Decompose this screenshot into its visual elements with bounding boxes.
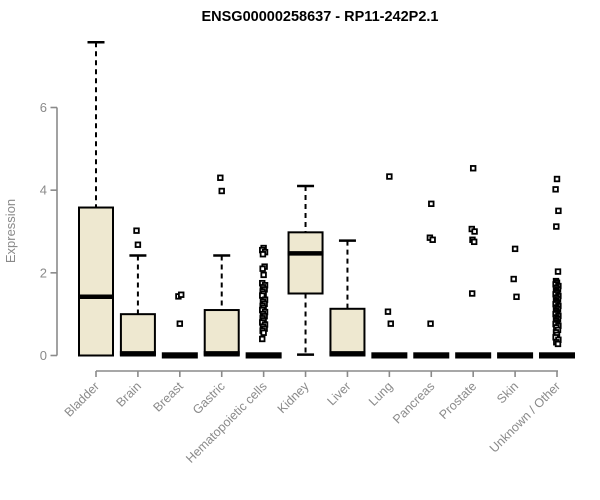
outlier-point: [260, 271, 267, 279]
y-tick-label: 4: [40, 183, 47, 198]
outlier-point: [428, 200, 435, 208]
outlier-point: [469, 165, 477, 172]
collapsed-box: [413, 352, 450, 359]
outlier-point: [471, 228, 478, 235]
x-category-label: Liver: [325, 379, 354, 408]
box: [119, 313, 156, 357]
outlier-point: [386, 173, 393, 180]
outlier-point: [513, 293, 520, 301]
outlier-point: [511, 245, 519, 253]
x-category-label: Breast: [150, 379, 186, 415]
collapsed-box: [497, 352, 534, 359]
outlier-point: [553, 175, 561, 183]
outlier-point: [429, 236, 436, 243]
outlier-point: [427, 320, 434, 327]
y-tick-label: 2: [40, 265, 47, 280]
collapsed-box: [455, 352, 492, 359]
outlier-point: [259, 335, 266, 343]
x-category-label: Bladder: [62, 379, 102, 419]
box: [329, 307, 366, 357]
outlier-point: [176, 320, 184, 327]
outlier-point: [555, 207, 562, 215]
y-tick-label: 6: [40, 100, 47, 115]
outlier-point: [470, 238, 478, 246]
box: [78, 206, 114, 357]
outlier-point: [178, 291, 185, 298]
outlier-point: [259, 251, 267, 258]
outlier-point: [553, 223, 560, 230]
box: [203, 309, 240, 357]
outlier-point: [554, 340, 562, 348]
x-category-label: Brain: [113, 379, 144, 410]
plot-area: 0 2 4 6 Bladder Brain Breast GastricHematopoiet…: [40, 40, 575, 466]
x-category-label: Hematopoietic cells: [183, 379, 270, 466]
y-tick-label: 0: [40, 348, 47, 363]
collapsed-box: [371, 352, 408, 359]
x-category-label: Kidney: [275, 379, 312, 416]
outlier-point: [552, 186, 559, 193]
outlier-point: [218, 187, 225, 195]
x-category-label: Skin: [494, 379, 521, 406]
x-category-label: Prostate: [436, 379, 479, 422]
outlier-point: [387, 320, 394, 327]
collapsed-box: [161, 352, 198, 359]
x-category-label: Gastric: [190, 379, 228, 417]
outlier-point: [133, 227, 140, 234]
outlier-point: [134, 241, 142, 248]
x-category-label: Lung: [366, 379, 396, 409]
outlier-point: [468, 290, 476, 297]
outlier-point: [260, 329, 267, 336]
x-category-label: Pancreas: [390, 379, 437, 426]
outlier-point: [554, 268, 562, 275]
outlier-point: [510, 275, 517, 283]
collapsed-box: [539, 352, 575, 359]
outlier-point: [217, 174, 224, 181]
outlier-point: [384, 308, 392, 315]
outlier-point: [259, 265, 266, 272]
x-category-label: Unknown / Other: [487, 379, 563, 455]
box: [287, 231, 324, 295]
chart-title: ENSG00000258637 - RP11-242P2.1: [201, 9, 438, 25]
collapsed-box: [245, 352, 282, 359]
y-axis-label: Expression: [3, 199, 18, 263]
